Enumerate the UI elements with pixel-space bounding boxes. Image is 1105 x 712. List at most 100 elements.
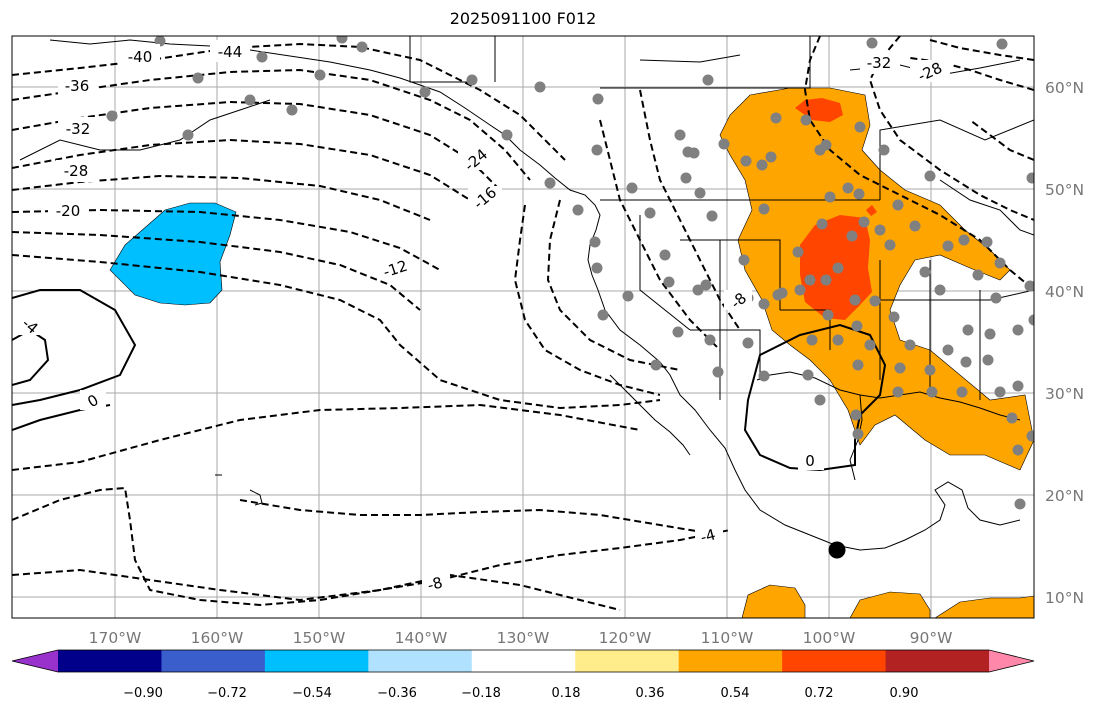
station-marker — [982, 354, 994, 366]
station-marker — [1006, 412, 1018, 424]
contour-label: -28 — [64, 162, 89, 180]
lon-label: 130°W — [497, 629, 550, 647]
station-marker — [688, 147, 700, 159]
station-marker — [832, 262, 844, 274]
station-marker — [972, 269, 984, 281]
colorbar-segment — [782, 650, 887, 672]
colorbar-tick-label: 0.36 — [636, 686, 665, 701]
station-marker — [626, 182, 638, 194]
colorbar-segment — [678, 650, 783, 672]
colorbar-segment — [885, 650, 990, 672]
lon-label: 170°W — [89, 629, 142, 647]
colorbar-segment — [575, 650, 680, 672]
station-marker — [926, 386, 938, 398]
contour-label: -44 — [218, 43, 243, 61]
station-marker — [700, 279, 712, 291]
page-title: 2025091100 F012 — [449, 9, 597, 28]
station-marker — [597, 309, 609, 321]
station-marker — [419, 86, 431, 98]
station-marker — [256, 51, 268, 63]
colorbar-segment — [161, 650, 266, 672]
lat-label: 10°N — [1045, 589, 1084, 607]
station-marker — [756, 159, 768, 171]
colorbar-segment — [471, 650, 576, 672]
station-marker — [942, 240, 954, 252]
station-marker — [822, 309, 834, 321]
station-marker — [878, 144, 890, 156]
colorbar-segment — [58, 650, 162, 672]
station-marker — [804, 274, 816, 286]
station-marker — [854, 121, 866, 133]
lon-label: 150°W — [293, 629, 346, 647]
map-frame — [11, 35, 1035, 619]
station-marker — [1012, 324, 1024, 336]
lon-label: 120°W — [599, 629, 652, 647]
station-marker — [909, 220, 921, 232]
lat-label: 30°N — [1045, 385, 1084, 403]
station-marker — [864, 339, 876, 351]
station-marker — [663, 276, 675, 288]
contour-label: -36 — [65, 77, 90, 95]
lon-label: 140°W — [395, 629, 448, 647]
station-marker — [981, 236, 993, 248]
station-marker — [853, 188, 865, 200]
station-marker — [622, 290, 634, 302]
station-marker — [800, 114, 812, 126]
station-marker — [772, 289, 784, 301]
station-marker — [802, 369, 814, 381]
colorbar-tick-labels: −0.90 −0.72 −0.54 −0.36 −0.18 0.18 0.36 … — [123, 686, 918, 701]
contour-label: -32 — [66, 120, 91, 138]
station-marker — [738, 254, 750, 266]
station-marker — [106, 110, 118, 122]
station-marker — [650, 359, 662, 371]
station-marker — [960, 356, 972, 368]
station-marker — [820, 139, 832, 151]
negative-anomaly-region — [109, 202, 237, 306]
station-marker — [466, 74, 478, 86]
lon-label: 160°W — [191, 629, 244, 647]
station-marker — [1024, 280, 1034, 292]
station-marker — [849, 294, 861, 306]
station-marker — [858, 216, 870, 228]
colorbar-tick-label: −0.54 — [292, 686, 332, 701]
lon-label: 90°W — [910, 629, 953, 647]
lon-label: 110°W — [701, 629, 754, 647]
station-marker — [792, 246, 804, 258]
station-marker — [994, 257, 1006, 269]
station-marker — [1014, 498, 1026, 510]
station-marker — [1028, 314, 1034, 326]
station-marker — [758, 203, 770, 215]
station-marker — [924, 364, 936, 376]
station-marker — [842, 182, 854, 194]
station-marker — [824, 191, 836, 203]
station-marker — [850, 409, 862, 421]
station-marker — [692, 284, 704, 296]
station-marker — [1026, 172, 1034, 184]
lat-label: 40°N — [1045, 283, 1084, 301]
station-marker — [846, 230, 858, 242]
station-marker — [996, 38, 1008, 50]
station-marker — [356, 41, 368, 53]
colorbar-tick-label: 0.54 — [721, 686, 750, 701]
station-marker — [336, 36, 348, 44]
station-marker — [706, 210, 718, 222]
station-marker — [794, 284, 806, 296]
station-marker — [884, 239, 896, 251]
station-marker — [702, 74, 714, 86]
station-marker — [814, 394, 826, 406]
station-marker — [904, 339, 916, 351]
station-marker — [286, 104, 298, 116]
station-marker — [919, 266, 931, 278]
station-marker — [672, 326, 684, 338]
station-marker — [740, 155, 752, 167]
station-marker — [501, 129, 513, 141]
station-marker — [572, 204, 584, 216]
station-marker — [832, 334, 844, 346]
station-marker — [589, 236, 601, 248]
station-marker — [962, 324, 974, 336]
lat-label: 50°N — [1045, 181, 1084, 199]
station-marker — [852, 359, 864, 371]
contour-label: -40 — [128, 48, 153, 66]
colorbar-tick-label: −0.72 — [207, 686, 247, 701]
station-marker — [770, 112, 782, 124]
